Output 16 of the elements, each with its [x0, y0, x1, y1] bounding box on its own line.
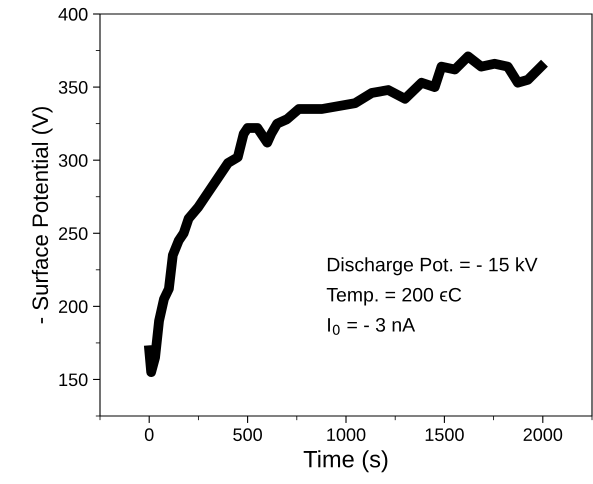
x-tick-label: 1500: [426, 428, 464, 442]
x-axis-title: Time (s): [304, 450, 388, 472]
y-tick-label: 200: [58, 300, 88, 314]
y-tick-label: 250: [58, 227, 88, 240]
annotation: Discharge Pot. = - 15 kV: [328, 257, 538, 276]
x-tick-label: 2000: [524, 428, 562, 442]
x-tick-label: 1000: [327, 428, 366, 442]
annotation: Temp. = 200 ϵC: [326, 288, 462, 306]
x-tick-label: 500: [233, 428, 262, 442]
annotation: I$_{0}$ = - 3 nA: [328, 318, 416, 335]
y-tick-label: 350: [58, 81, 88, 94]
y-axis-title: - Surface Potential (V): [32, 107, 53, 324]
x-tick-label: 0: [144, 428, 154, 442]
y-tick-label: 300: [58, 154, 88, 167]
y-tick-label: 150: [59, 373, 88, 386]
y-tick-label: 400: [58, 8, 88, 21]
